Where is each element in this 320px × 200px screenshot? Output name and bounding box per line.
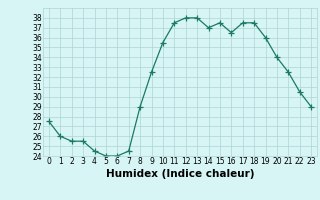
X-axis label: Humidex (Indice chaleur): Humidex (Indice chaleur) bbox=[106, 169, 254, 179]
